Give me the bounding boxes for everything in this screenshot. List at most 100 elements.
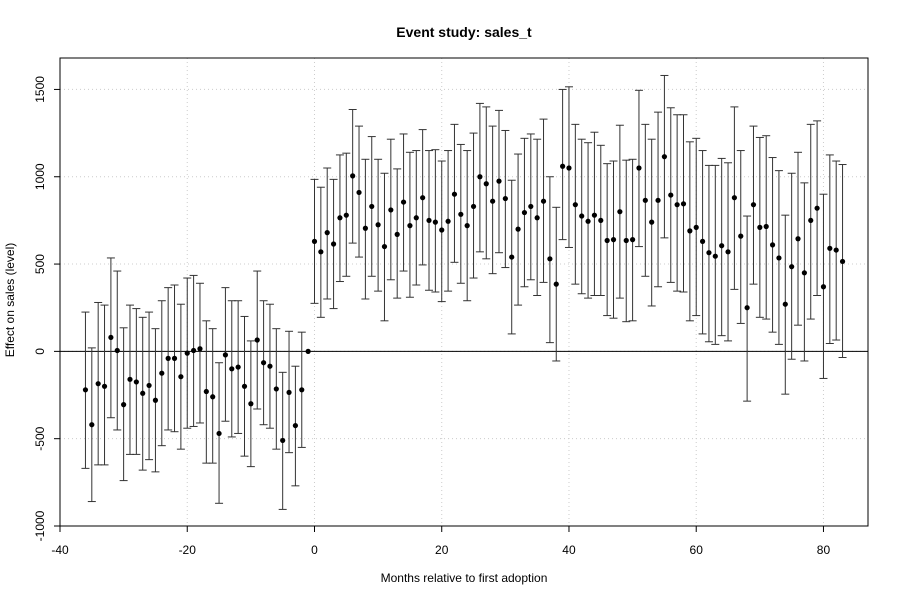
y-tick-label: 1000	[33, 163, 47, 190]
data-point	[649, 219, 655, 225]
data-point	[311, 238, 318, 244]
data-point	[579, 213, 585, 219]
data-point	[464, 223, 470, 229]
data-point	[292, 422, 299, 429]
data-point	[547, 256, 553, 262]
data-point	[356, 189, 362, 196]
data-point	[375, 222, 381, 228]
data-point	[146, 382, 152, 389]
data-point	[528, 203, 534, 210]
y-axis-label: Effect on sales (level)	[3, 243, 17, 358]
data-point	[769, 242, 776, 248]
data-point	[241, 383, 248, 389]
data-point	[470, 203, 477, 210]
data-point	[222, 352, 229, 358]
data-point	[343, 212, 349, 218]
data-point	[801, 270, 807, 276]
data-point	[89, 422, 95, 428]
data-point	[668, 192, 674, 198]
data-point	[629, 237, 636, 243]
data-point	[140, 390, 146, 396]
data-point	[178, 374, 184, 380]
data-point	[509, 254, 515, 260]
data-point	[839, 258, 846, 265]
data-point	[789, 264, 795, 270]
data-point	[776, 255, 782, 261]
data-point	[572, 202, 578, 208]
x-tick-label: 20	[435, 543, 449, 557]
data-point	[712, 253, 718, 259]
y-tick-label: -1000	[33, 510, 47, 541]
data-point	[750, 202, 757, 208]
data-point	[235, 364, 241, 370]
data-point	[598, 217, 604, 224]
data-point	[171, 355, 178, 361]
data-point	[248, 401, 254, 407]
data-point	[674, 202, 680, 208]
data-point	[655, 197, 661, 203]
data-point	[833, 247, 839, 253]
data-point	[159, 370, 165, 376]
data-point	[413, 215, 419, 221]
confidence-intervals	[81, 74, 847, 510]
data-point	[534, 215, 540, 221]
data-point	[381, 243, 388, 250]
data-point	[706, 250, 712, 256]
data-point	[330, 241, 337, 247]
data-point	[114, 347, 120, 354]
data-point	[725, 249, 731, 255]
data-point	[604, 237, 610, 244]
data-point	[820, 284, 827, 290]
data-point	[591, 212, 598, 218]
data-point	[458, 211, 464, 217]
data-point	[400, 199, 407, 205]
data-point	[521, 209, 528, 216]
data-point	[260, 360, 267, 366]
data-point	[808, 217, 814, 224]
data-point	[757, 224, 763, 230]
data-point	[350, 173, 356, 179]
data-point	[394, 231, 400, 237]
y-tick-label: 1500	[33, 76, 47, 103]
data-point	[642, 197, 648, 203]
data-point	[566, 165, 572, 171]
data-point	[426, 217, 432, 224]
data-point	[731, 195, 737, 201]
data-point	[451, 191, 458, 197]
x-tick-label: 40	[562, 543, 576, 557]
y-axis: -1000 -500 0 500 1000 1500	[33, 76, 61, 541]
data-point	[95, 381, 101, 387]
data-point	[680, 201, 687, 207]
data-point	[305, 348, 311, 354]
data-point	[560, 163, 566, 169]
data-point	[585, 218, 591, 224]
data-point	[490, 198, 496, 204]
data-point	[191, 347, 197, 354]
data-point	[127, 376, 133, 382]
chart-title: Event study: sales_t	[396, 24, 532, 40]
data-point	[795, 236, 801, 242]
data-point	[273, 386, 279, 392]
y-tick-label: 500	[33, 254, 47, 274]
data-point	[483, 181, 489, 187]
y-tick-label: -500	[33, 426, 47, 450]
data-point	[610, 237, 617, 243]
x-tick-label: 0	[311, 543, 318, 557]
x-axis-label: Months relative to first adoption	[381, 571, 548, 585]
data-point	[280, 437, 286, 444]
data-point	[165, 355, 171, 361]
data-point	[738, 233, 744, 239]
data-point	[636, 165, 642, 171]
data-point	[229, 366, 235, 372]
data-point	[388, 207, 394, 213]
x-tick-label: -20	[179, 543, 197, 557]
data-point	[827, 245, 833, 251]
data-point	[121, 402, 127, 408]
data-point	[369, 203, 375, 210]
data-point	[318, 249, 324, 255]
data-point	[502, 195, 508, 202]
data-point	[210, 394, 216, 400]
x-tick-label: 60	[690, 543, 704, 557]
